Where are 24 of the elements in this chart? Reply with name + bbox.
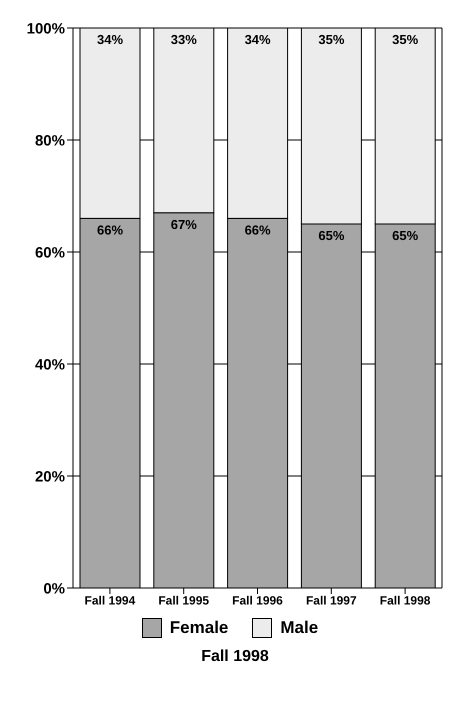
data-label: 34% <box>96 32 124 47</box>
x-tick-label: Fall 1994 <box>84 594 136 608</box>
data-label: 67% <box>170 216 198 232</box>
legend-label: Female <box>170 618 228 638</box>
text: Fall 1998 <box>200 648 270 666</box>
legend-label: Male <box>280 618 318 638</box>
data-label: 33% <box>170 32 198 47</box>
data-label: 66% <box>96 222 124 238</box>
x-tick-label: Fall 1995 <box>158 594 210 608</box>
data-label: 65% <box>392 228 419 243</box>
y-tick-label: 100% <box>26 20 65 38</box>
x-tick-label: Fall 1997 <box>306 594 357 608</box>
y-tick-label: 20% <box>34 468 65 486</box>
y-tick-label: 40% <box>34 356 65 374</box>
x-tick-label: Fall 1998 <box>380 594 431 608</box>
data-label: 66% <box>244 222 272 238</box>
data-label: 35% <box>318 32 345 47</box>
data-label: 34% <box>244 32 272 47</box>
data-label: 35% <box>392 32 419 47</box>
y-tick-label: 0% <box>43 580 65 598</box>
y-tick-label: 80% <box>34 132 65 150</box>
data-label: 65% <box>318 228 345 243</box>
x-tick-label: Fall 1996 <box>232 594 284 608</box>
y-tick-label: 60% <box>34 244 65 262</box>
